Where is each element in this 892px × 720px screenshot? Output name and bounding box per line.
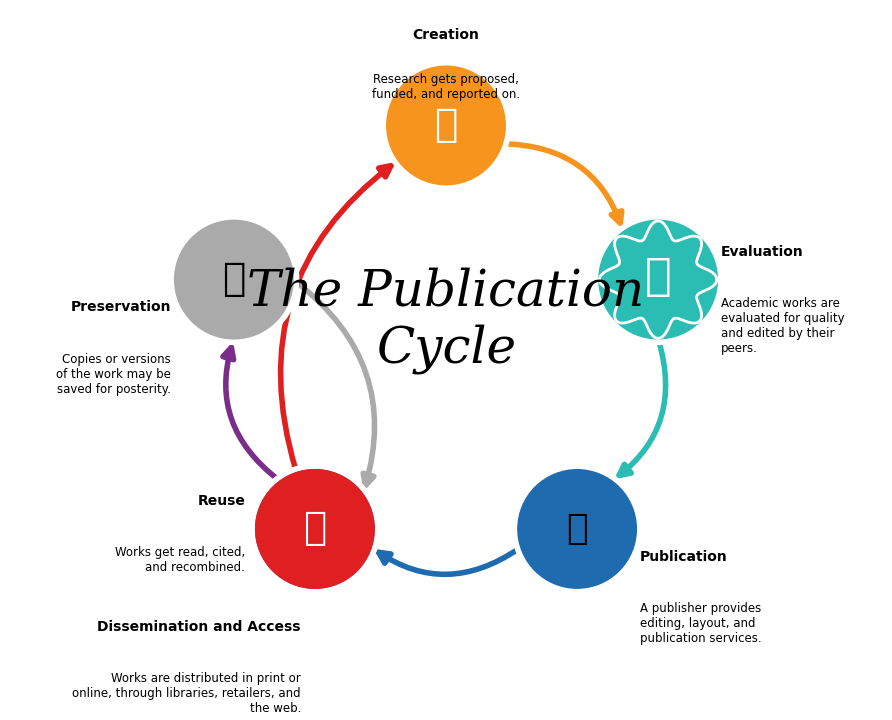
Circle shape xyxy=(250,464,380,594)
Text: Works get read, cited,
and recombined.: Works get read, cited, and recombined. xyxy=(115,546,245,575)
Text: Creation: Creation xyxy=(413,28,479,42)
Text: 🧠: 🧠 xyxy=(434,107,458,144)
FancyArrowPatch shape xyxy=(379,549,518,575)
Text: ♻: ♻ xyxy=(303,510,326,547)
Text: The Publication
Cycle: The Publication Cycle xyxy=(247,267,645,374)
Text: ✓: ✓ xyxy=(645,255,672,297)
FancyArrowPatch shape xyxy=(281,166,391,470)
Text: ⏳: ⏳ xyxy=(222,261,245,298)
Circle shape xyxy=(518,469,636,588)
Circle shape xyxy=(169,215,299,344)
Text: Works are distributed in print or
online, through libraries, retailers, and
the : Works are distributed in print or online… xyxy=(72,672,301,715)
Text: Preservation: Preservation xyxy=(70,300,171,315)
Text: A publisher provides
editing, layout, and
publication services.: A publisher provides editing, layout, an… xyxy=(640,602,762,645)
Text: Academic works are
evaluated for quality
and edited by their
peers.: Academic works are evaluated for quality… xyxy=(721,297,845,355)
Circle shape xyxy=(175,220,293,339)
FancyArrowPatch shape xyxy=(223,348,278,480)
Circle shape xyxy=(381,60,511,190)
FancyArrowPatch shape xyxy=(295,282,375,485)
Text: Publication: Publication xyxy=(640,550,728,564)
Text: Research gets proposed,
funded, and reported on.: Research gets proposed, funded, and repo… xyxy=(372,73,520,102)
Circle shape xyxy=(250,464,380,594)
Text: 🌍: 🌍 xyxy=(303,510,326,547)
Circle shape xyxy=(387,66,505,185)
Circle shape xyxy=(256,469,374,588)
FancyArrowPatch shape xyxy=(619,341,665,475)
FancyArrowPatch shape xyxy=(505,144,622,223)
Text: Reuse: Reuse xyxy=(197,494,245,508)
Circle shape xyxy=(593,215,723,344)
Text: Dissemination and Access: Dissemination and Access xyxy=(97,619,301,634)
Circle shape xyxy=(512,464,642,594)
Text: 📰: 📰 xyxy=(566,512,588,546)
Text: Copies or versions
of the work may be
saved for posterity.: Copies or versions of the work may be sa… xyxy=(56,353,171,396)
Text: Evaluation: Evaluation xyxy=(721,245,804,258)
Circle shape xyxy=(256,469,374,588)
Circle shape xyxy=(599,220,717,339)
